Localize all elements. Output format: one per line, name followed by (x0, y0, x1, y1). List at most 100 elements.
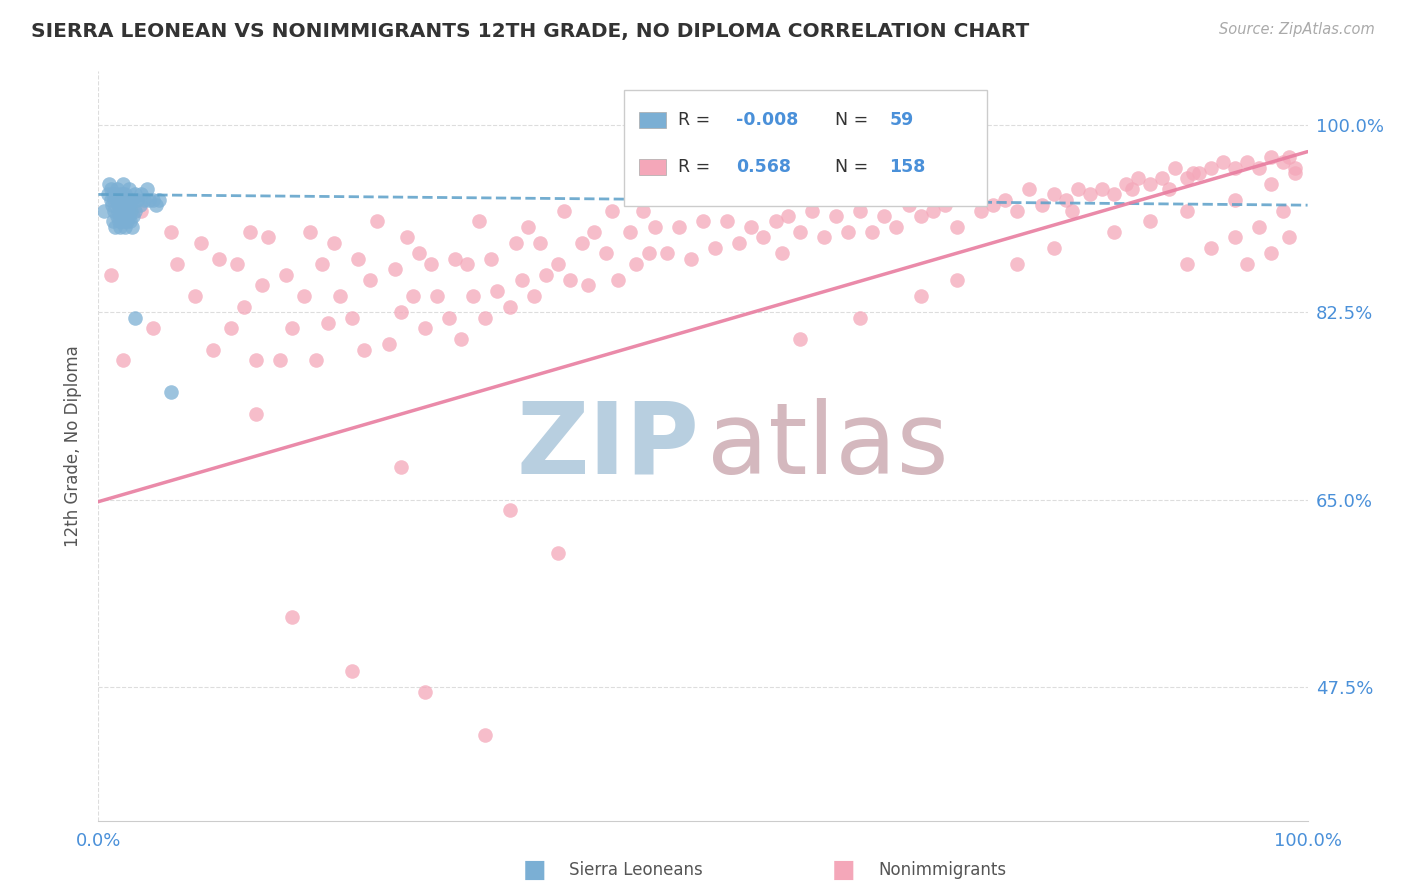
Point (910, 289, 932, 303)
Point (571, 235, 593, 250)
Point (1102, 225, 1125, 239)
Point (474, 310, 496, 325)
Point (111, 187, 134, 202)
Point (97, 187, 120, 202)
Point (789, 225, 811, 239)
Point (104, 219, 127, 234)
Point (1115, 177, 1137, 191)
Point (114, 219, 136, 234)
Point (1188, 166, 1211, 180)
Point (316, 316, 339, 330)
Point (510, 273, 533, 287)
Point (98, 177, 121, 191)
Point (626, 257, 648, 271)
Point (347, 252, 370, 266)
Point (342, 310, 364, 325)
Point (1260, 177, 1282, 191)
Point (110, 193, 132, 207)
Point (1278, 150, 1301, 164)
Text: ■: ■ (832, 858, 855, 881)
Point (770, 246, 793, 260)
Point (716, 214, 738, 228)
Point (413, 685, 436, 699)
Point (120, 203, 142, 218)
Point (115, 198, 138, 212)
Point (1181, 166, 1204, 180)
Point (1272, 155, 1295, 169)
Point (93, 203, 115, 218)
Point (516, 219, 538, 234)
Point (644, 219, 666, 234)
Point (765, 214, 787, 228)
Point (127, 193, 149, 207)
Point (450, 332, 472, 346)
Point (226, 257, 249, 271)
Point (208, 252, 231, 266)
Point (105, 209, 128, 223)
Point (124, 310, 146, 325)
Point (837, 225, 859, 239)
Point (668, 219, 690, 234)
Point (384, 262, 406, 277)
Point (353, 343, 375, 357)
Point (1236, 155, 1258, 169)
Point (1060, 203, 1083, 218)
Point (389, 460, 412, 475)
Point (1031, 198, 1053, 212)
Point (1278, 230, 1301, 244)
Point (108, 198, 131, 212)
Point (389, 305, 412, 319)
Point (101, 187, 124, 202)
Point (134, 193, 156, 207)
Point (1284, 161, 1306, 175)
Y-axis label: 12th Grade, No Diploma: 12th Grade, No Diploma (63, 345, 82, 547)
Point (166, 257, 188, 271)
Point (105, 182, 128, 196)
Point (239, 225, 262, 239)
Point (897, 198, 920, 212)
Point (323, 235, 346, 250)
Text: 0.568: 0.568 (735, 158, 790, 176)
Point (813, 230, 835, 244)
Point (190, 235, 212, 250)
Point (366, 214, 388, 228)
Point (752, 230, 775, 244)
Point (1284, 166, 1306, 180)
Point (395, 230, 418, 244)
Text: ■: ■ (523, 858, 546, 881)
Point (114, 203, 136, 218)
Point (1007, 257, 1029, 271)
Point (114, 187, 136, 202)
Point (1212, 155, 1234, 169)
Point (1157, 182, 1180, 196)
Point (1223, 193, 1246, 207)
Point (135, 182, 157, 196)
Point (100, 198, 122, 212)
Point (444, 252, 467, 266)
Point (408, 246, 430, 260)
Point (637, 246, 659, 260)
Point (360, 273, 382, 287)
Point (117, 193, 139, 207)
Point (118, 182, 141, 196)
FancyBboxPatch shape (624, 90, 987, 206)
Point (1223, 161, 1246, 175)
Point (118, 198, 141, 212)
Point (122, 209, 145, 223)
Point (1139, 177, 1161, 191)
Text: N =: N = (835, 111, 873, 129)
Point (1054, 193, 1077, 207)
Point (145, 198, 167, 212)
Text: R =: R = (678, 111, 716, 129)
Point (1175, 171, 1198, 186)
Point (776, 209, 799, 223)
Text: Source: ZipAtlas.com: Source: ZipAtlas.com (1219, 22, 1375, 37)
Point (1199, 161, 1222, 175)
Point (437, 310, 460, 325)
Point (148, 193, 170, 207)
Point (103, 203, 125, 218)
Point (118, 193, 141, 207)
Point (825, 209, 848, 223)
Point (245, 353, 267, 368)
Text: R =: R = (678, 158, 716, 176)
